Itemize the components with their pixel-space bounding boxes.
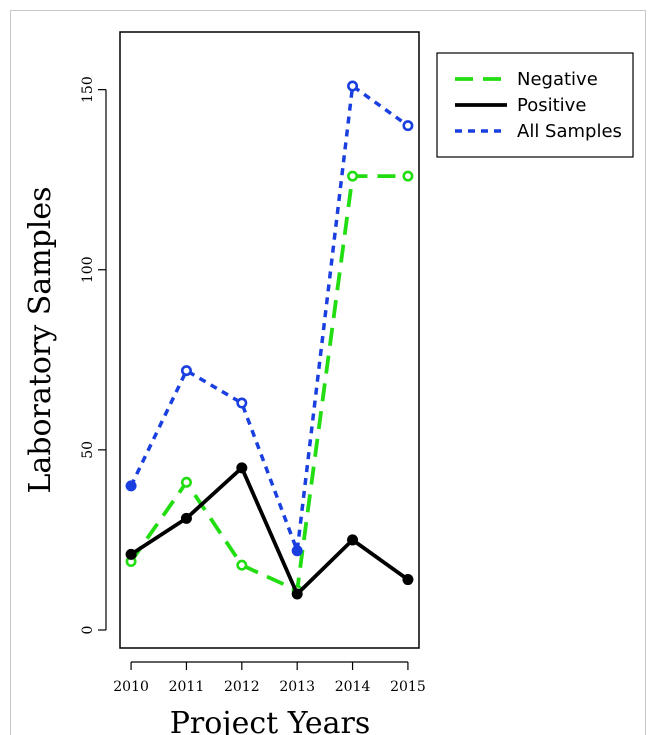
data-point [347,170,359,182]
data-point [291,588,303,600]
legend-label: Negative [517,69,598,90]
x-tick-label: 2012 [224,679,260,695]
data-point [402,170,414,182]
series-all-samples [125,80,414,557]
data-point [402,120,414,132]
x-axis-title: Project Years [170,706,371,735]
data-point [236,462,248,474]
series-line [129,84,409,553]
x-tick-label: 2015 [390,679,426,695]
data-point [180,365,192,377]
data-point [236,559,248,571]
series-line [130,465,410,596]
legend-label: All Samples [517,121,622,142]
y-tick-label: 0 [80,626,96,635]
x-tick-label: 2014 [335,679,371,695]
data-point [125,480,137,492]
figure-border [10,10,646,735]
data-point [402,574,414,586]
legend: Negative Positive All Samples [436,52,634,158]
x-tick-label: 2013 [279,679,315,695]
x-tick-label: 2010 [113,679,149,695]
data-point [180,476,192,488]
data-point [347,534,359,546]
y-tick-label: 100 [80,256,96,283]
data-point [180,512,192,524]
x-tick-label: 2011 [169,679,205,695]
legend-label: Positive [517,95,586,116]
data-point [125,548,137,560]
data-point [236,397,248,409]
series-layer [125,80,414,600]
series-positive [125,462,414,600]
y-axis-title: Laboratory Samples [23,186,58,493]
y-tick-label: 50 [80,441,96,459]
plot-area [119,31,420,649]
series-line [129,174,408,593]
y-tick-label: 150 [80,76,96,103]
data-point [291,545,303,557]
data-point [347,80,359,92]
legend-items: Negative Positive All Samples [455,69,622,142]
x-axis: 2010 2011 2012 2013 2014 2015 [113,661,426,695]
y-axis: 0 50 100 150 [80,76,107,635]
